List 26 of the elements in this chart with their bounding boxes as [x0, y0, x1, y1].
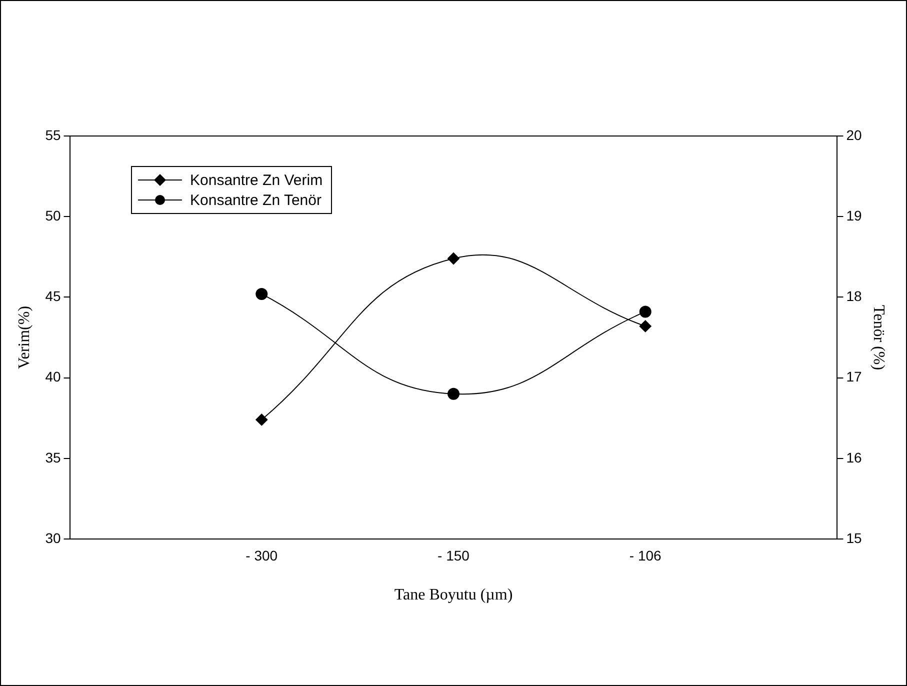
point — [448, 252, 460, 265]
point — [448, 388, 460, 400]
point — [256, 288, 268, 300]
y2-tick-label: 18 — [846, 288, 862, 304]
legend-label: Konsantre Zn Verim — [190, 172, 323, 188]
y-tick-label: 45 — [45, 288, 61, 304]
y-tick-label: 30 — [45, 530, 61, 546]
y2-tick-label: 19 — [846, 207, 862, 224]
y2-tick-label: 20 — [846, 126, 862, 143]
x-tick-label: - 150 — [438, 547, 470, 564]
y-tick-label: 55 — [45, 126, 61, 143]
y-tick-label: 50 — [45, 207, 61, 224]
y2-tick-label: 15 — [846, 530, 862, 546]
legend-label: Konsantre Zn Tenör — [190, 192, 322, 208]
x-tick-label: - 300 — [246, 547, 278, 564]
y2-tick-label: 17 — [846, 368, 862, 385]
y2-tick-label: 16 — [846, 449, 862, 466]
y2-axis-title: Tenör (%) — [870, 304, 888, 370]
x-tick-label: - 106 — [629, 547, 662, 564]
point — [639, 320, 652, 332]
point — [639, 306, 652, 318]
x-axis-title: Tane Boyutu (µm) — [394, 586, 513, 604]
y-tick-label: 35 — [45, 449, 61, 466]
point — [256, 414, 268, 426]
y-tick-label: 40 — [45, 368, 61, 385]
y-axis-title: Verim(%) — [16, 306, 33, 370]
